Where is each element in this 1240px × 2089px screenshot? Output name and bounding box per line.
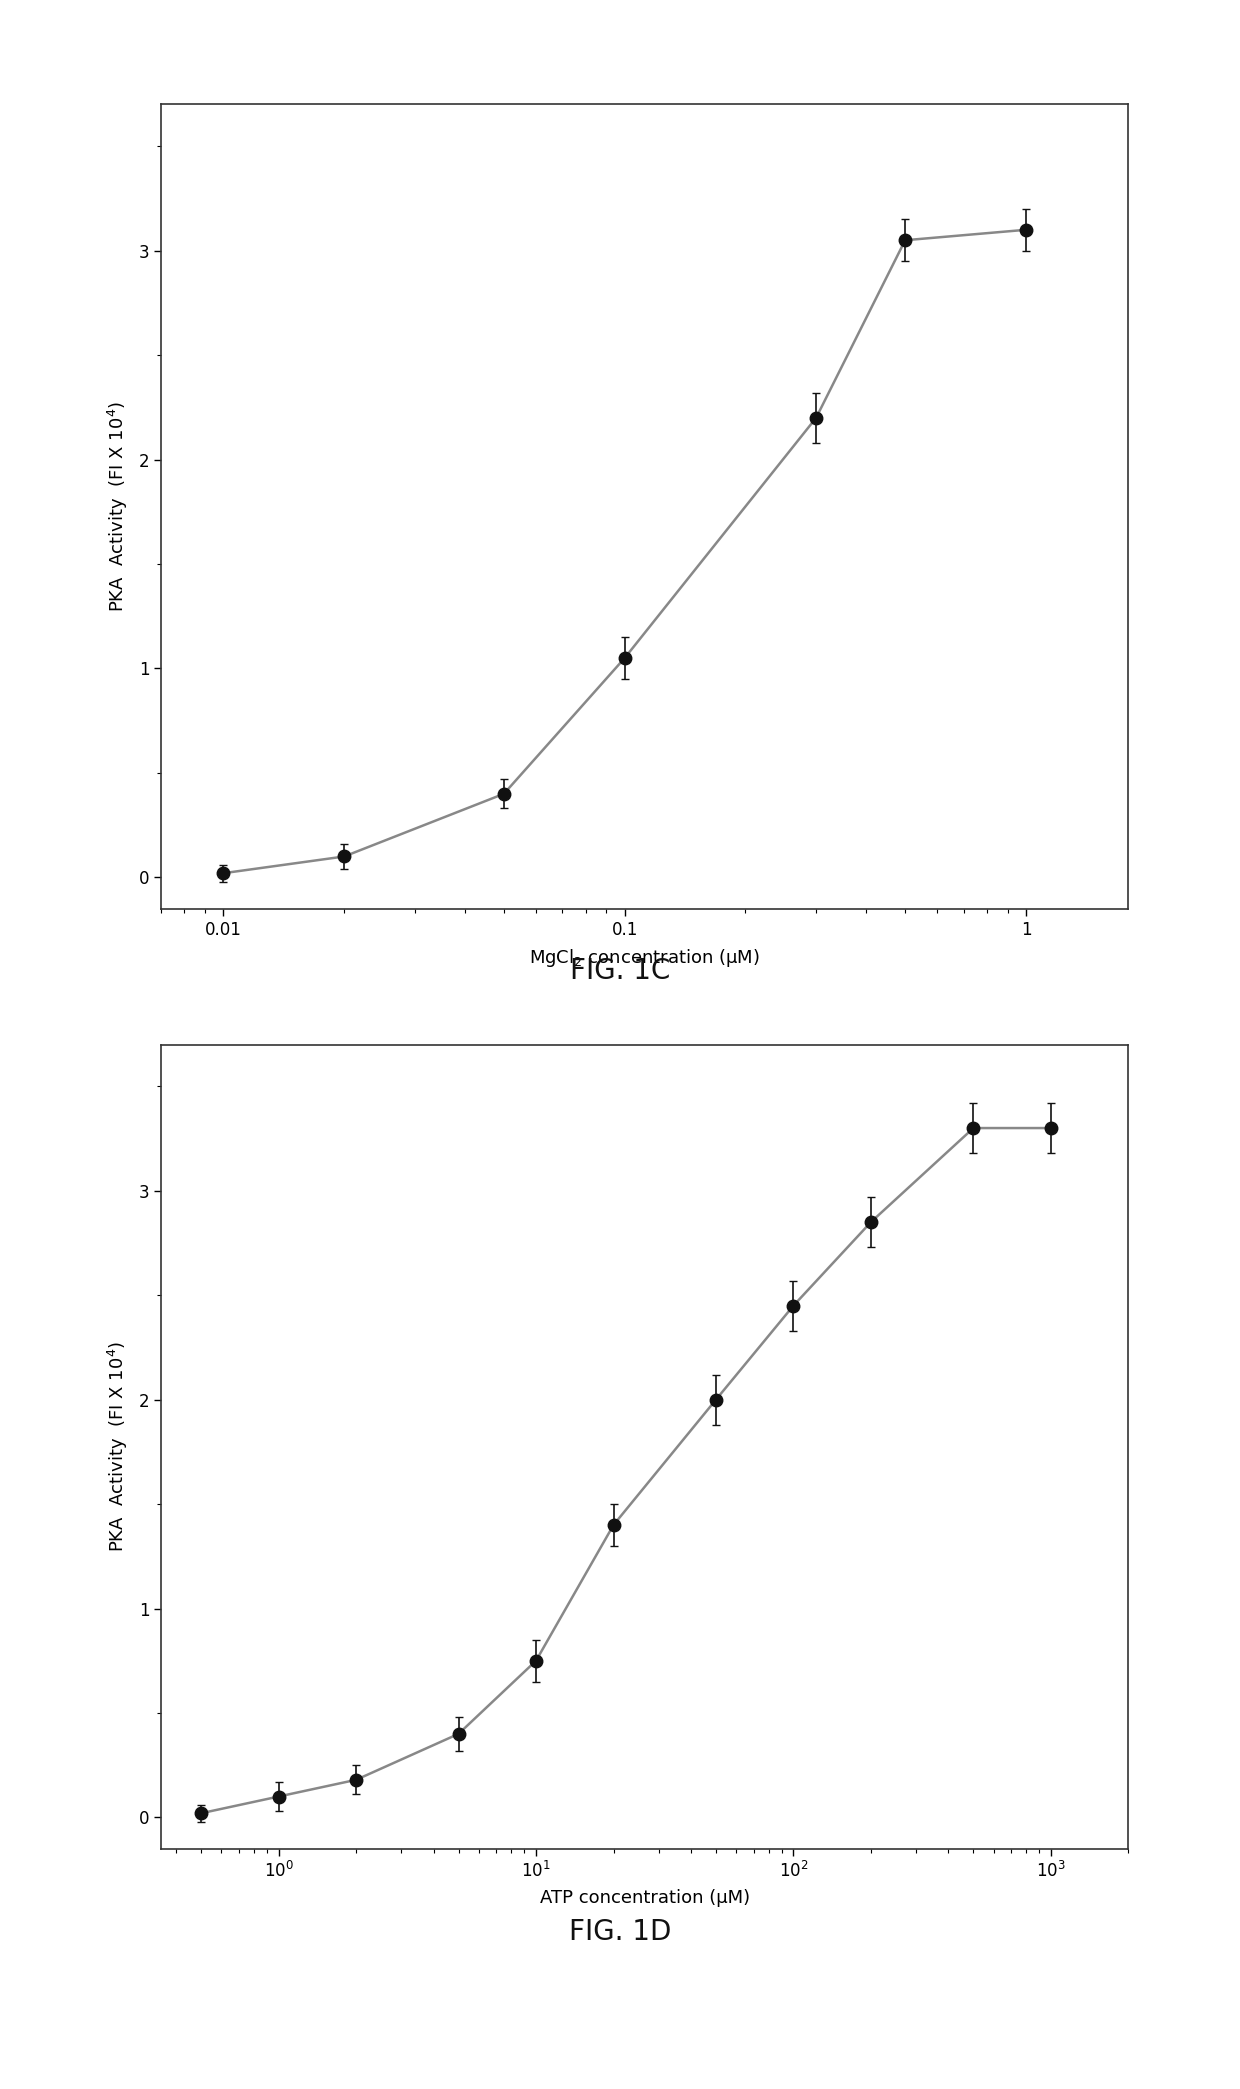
X-axis label: MgCl$_2$ concentration (μM): MgCl$_2$ concentration (μM) [529, 946, 760, 969]
Text: FIG. 1C: FIG. 1C [570, 957, 670, 986]
Y-axis label: PKA  Activity  (FI X 10$^4$): PKA Activity (FI X 10$^4$) [107, 401, 130, 612]
Y-axis label: PKA  Activity  (FI X 10$^4$): PKA Activity (FI X 10$^4$) [107, 1341, 130, 1552]
Text: FIG. 1D: FIG. 1D [569, 1918, 671, 1947]
X-axis label: ATP concentration (μM): ATP concentration (μM) [539, 1888, 750, 1907]
